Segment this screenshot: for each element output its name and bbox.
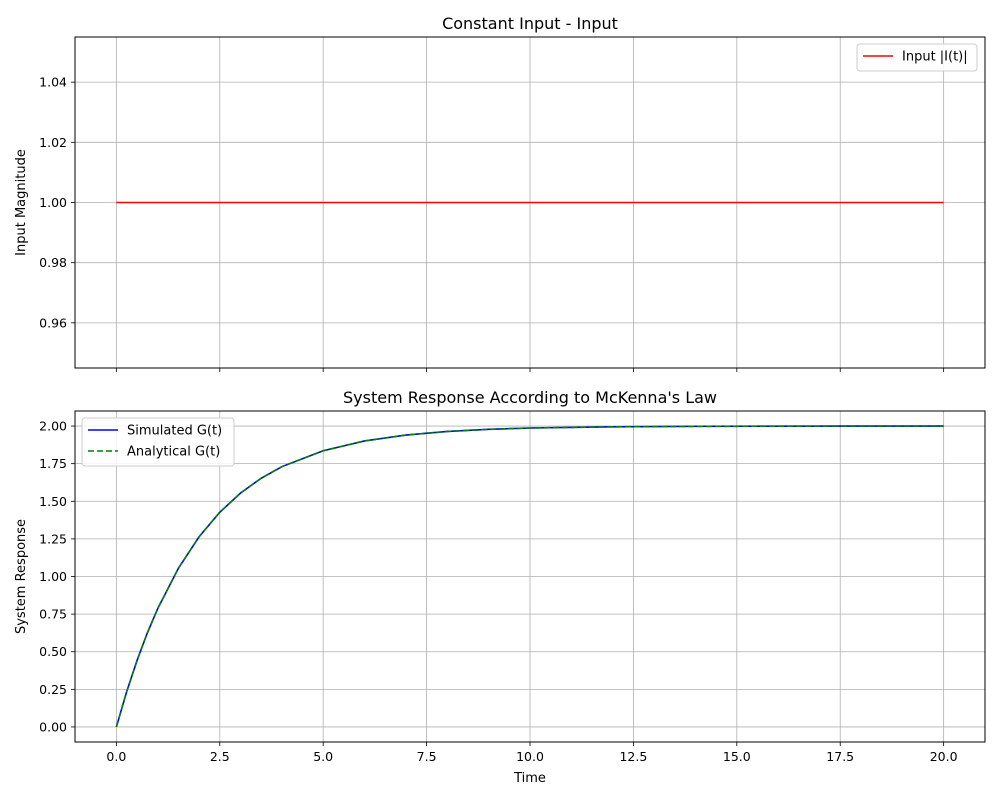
response-y-tick-label: 0.50 (39, 644, 67, 659)
response-y-axis-label: System Response (14, 519, 29, 634)
input-legend: Input |I(t)| (856, 43, 978, 72)
input-y-axis-label: Input Magnitude (14, 149, 29, 256)
response-x-tick-label: 5.0 (313, 749, 333, 764)
response-x-axis-label: Time (513, 771, 546, 786)
response-x-tick-label: 10.0 (516, 749, 544, 764)
response-chart-title: System Response According to McKenna's L… (343, 388, 717, 407)
input-y-tick-label: 1.00 (39, 195, 67, 210)
input-ticks: 0.96 0.98 1.00 1.02 1.04 (39, 75, 945, 372)
response-ticks: 0.0 2.5 5.0 7.5 10.0 12.5 15.0 17.5 20.0 0.00 0.25… (39, 419, 957, 764)
response-y-tick-label: 1.75 (39, 456, 67, 471)
response-series-line-2 (115, 425, 944, 728)
input-y-tick-label: 0.98 (39, 255, 67, 270)
response-x-tick-label: 0.0 (106, 749, 126, 764)
response-legend-box (81, 417, 235, 467)
response-x-tick-label: 12.5 (619, 749, 647, 764)
response-x-tick-label: 20.0 (930, 749, 958, 764)
input-y-tick-label: 0.96 (39, 315, 67, 330)
response-x-tick-label: 15.0 (723, 749, 751, 764)
input-legend-label-1: Input |I(t)| (902, 50, 968, 65)
response-y-tick-label: 0.00 (39, 719, 67, 734)
response-y-tick-label: 1.00 (39, 569, 67, 584)
input-chart-title: Constant Input - Input (442, 14, 618, 33)
response-series (115, 425, 944, 728)
input-y-tick-label: 1.02 (39, 135, 67, 150)
response-grid (75, 411, 985, 742)
response-x-tick-label: 7.5 (417, 749, 437, 764)
input-grid (75, 37, 985, 368)
response-x-tick-label: 2.5 (210, 749, 230, 764)
response-y-tick-label: 1.25 (39, 531, 67, 546)
response-legend: Simulated G(t) Analytical G(t) (81, 417, 235, 467)
response-x-tick-label: 17.5 (826, 749, 854, 764)
response-y-tick-label: 0.75 (39, 607, 67, 622)
response-y-tick-label: 0.25 (39, 682, 67, 697)
response-subplot: 0.0 2.5 5.0 7.5 10.0 12.5 15.0 17.5 20.0 0.00 0.25… (14, 388, 986, 786)
response-y-tick-label: 2.00 (39, 419, 67, 434)
response-y-tick-label: 1.50 (39, 494, 67, 509)
input-legend-box (856, 43, 978, 72)
input-subplot: 0.96 0.98 1.00 1.02 1.04 Constant Input - In… (14, 14, 986, 372)
response-legend-label-1: Simulated G(t) (127, 424, 222, 439)
input-y-tick-label: 1.04 (39, 75, 67, 90)
response-legend-label-2: Analytical G(t) (127, 445, 220, 460)
